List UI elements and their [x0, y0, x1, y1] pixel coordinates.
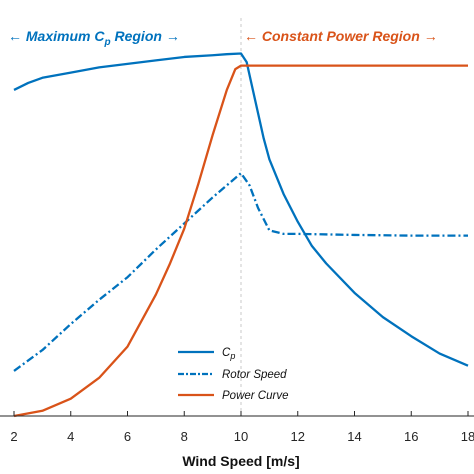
series-line-rotor-speed: [13, 172, 468, 372]
legend-label-power-curve: Power Curve: [222, 390, 288, 402]
series-line-cp: [13, 52, 469, 367]
x-tick-label: 6: [124, 429, 131, 444]
legend-label-rotor-speed: Rotor Speed: [222, 369, 287, 381]
x-tick-label: 12: [291, 429, 305, 444]
x-axis-title: Wind Speed [m/s]: [182, 453, 299, 469]
plot-area: 2 4 6 8 10 12 14 16 18: [0, 18, 474, 444]
maximum-cp-region-label: ← Maximum Cp Region →: [8, 28, 180, 48]
series-layer: [13, 52, 469, 418]
x-tick-label: 2: [10, 429, 17, 444]
series-line-power-curve: [13, 64, 468, 418]
legend-item-rotor-speed: Rotor Speed: [178, 369, 287, 381]
x-tick-label: 14: [347, 429, 361, 444]
constant-power-region-label: ← Constant Power Region →: [244, 28, 438, 44]
legend: Cp Rotor Speed Power Curve: [178, 347, 288, 402]
legend-item-power-curve: Power Curve: [178, 390, 288, 402]
legend-label-cp: Cp: [222, 347, 235, 361]
x-tick-label: 8: [181, 429, 188, 444]
x-tick-label: 18: [461, 429, 474, 444]
x-tick-label: 16: [404, 429, 418, 444]
x-ticks: 2 4 6 8 10 12 14 16 18: [10, 411, 474, 444]
legend-item-cp: Cp: [178, 347, 235, 361]
x-tick-label: 4: [67, 429, 74, 444]
x-tick-label: 10: [234, 429, 248, 444]
